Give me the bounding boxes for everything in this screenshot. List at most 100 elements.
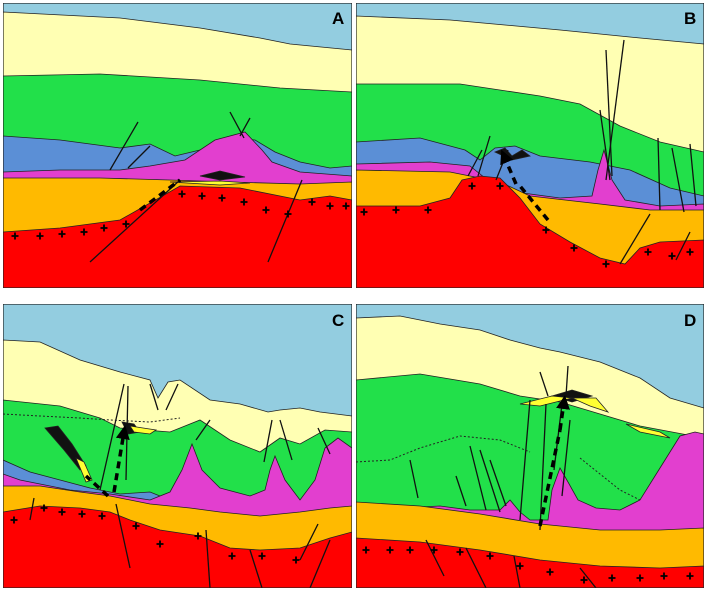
basement-plus-symbol — [644, 248, 652, 256]
fault-line — [239, 117, 251, 137]
basement-plus-symbol — [686, 572, 694, 580]
basement-plus-symbol — [78, 510, 86, 518]
basement-plus-symbol — [424, 206, 432, 214]
fault-line — [605, 39, 625, 181]
yellow-lens — [129, 425, 158, 435]
panel-label-b: B — [684, 9, 696, 28]
fault-line — [579, 567, 597, 588]
fault-line — [267, 179, 303, 263]
basement-plus-symbol — [58, 508, 66, 516]
basement-layer — [356, 537, 704, 588]
basement-plus-symbol — [132, 522, 140, 530]
dotted-horizon — [579, 457, 641, 501]
basement-plus-symbol — [360, 208, 368, 216]
basement-plus-symbol — [406, 546, 414, 554]
basement-plus-symbol — [218, 194, 226, 202]
panel-b — [356, 3, 704, 288]
basement-plus-symbol — [362, 546, 370, 554]
panel-a — [3, 3, 352, 288]
yellow-lens — [571, 397, 610, 413]
basement-plus-symbol — [326, 202, 334, 210]
fault-line — [599, 109, 611, 181]
basement-plus-symbol — [80, 228, 88, 236]
basement-plus-symbol — [456, 548, 464, 556]
fault-line — [489, 459, 507, 507]
fault-line — [455, 475, 467, 507]
fault-line — [675, 231, 691, 261]
fault-line — [565, 365, 569, 397]
fault-line — [539, 403, 547, 531]
basement-plus-symbol — [10, 516, 18, 524]
basement-plus-symbol — [546, 568, 554, 576]
basement-plus-symbol — [542, 226, 550, 234]
basement-plus-symbols — [11, 190, 350, 240]
basement-plus-symbol — [430, 546, 438, 554]
basement-plus-symbol — [570, 244, 578, 252]
panel-label-a: A — [332, 9, 344, 28]
panel-d — [356, 304, 704, 588]
fault-line — [409, 459, 419, 499]
basement-plus-symbol — [496, 182, 504, 190]
dotted-horizon — [356, 435, 531, 463]
basement-plus-symbol — [228, 552, 236, 560]
migration-path — [500, 149, 518, 185]
panel-c — [3, 304, 352, 588]
basement-plus-symbol — [178, 190, 186, 198]
migration-path — [84, 474, 110, 498]
migration-path — [138, 178, 182, 212]
migration-path — [538, 429, 562, 527]
basement-plus-symbol — [194, 532, 202, 540]
basement-plus-symbol — [258, 552, 266, 560]
fault-line — [605, 49, 613, 177]
fault-line — [89, 179, 181, 263]
basement-plus-symbol — [608, 574, 616, 582]
fault-line — [127, 145, 151, 169]
fault-line — [689, 143, 697, 207]
fault-line — [109, 121, 139, 171]
basement-plus-symbol — [516, 562, 524, 570]
panel-label-c: C — [332, 311, 344, 330]
basement-plus-symbol — [11, 232, 19, 240]
basement-plus-symbol — [486, 552, 494, 560]
fault-line — [263, 419, 273, 463]
fault-line — [279, 419, 293, 461]
fault-line — [619, 213, 651, 265]
basement-plus-symbol — [58, 230, 66, 238]
basement-layer — [3, 185, 352, 288]
fault-line — [469, 445, 487, 511]
basement-plus-symbol — [40, 504, 48, 512]
basement-plus-symbol — [36, 232, 44, 240]
fault-line — [149, 383, 159, 411]
yellow-lens — [169, 180, 251, 186]
fault-line — [467, 149, 483, 177]
basement-layer — [356, 175, 704, 288]
migration-path — [518, 184, 550, 222]
fault-line — [477, 135, 491, 177]
basement-plus-symbol — [100, 224, 108, 232]
fault-line — [561, 419, 571, 497]
fault-line — [195, 419, 211, 441]
fault-line — [205, 529, 211, 588]
migration-path — [556, 395, 570, 431]
basement-plus-symbol — [156, 540, 164, 548]
basement-plus-symbol — [308, 198, 316, 206]
basement-plus-symbol — [660, 572, 668, 580]
basement-plus-symbol — [122, 220, 130, 228]
fault-line — [465, 547, 487, 588]
fault-line — [539, 371, 549, 397]
basement-plus-symbol — [668, 252, 676, 260]
basement-plus-symbol — [198, 192, 206, 200]
basement-plus-symbol — [342, 202, 350, 210]
basement-plus-symbol — [468, 182, 476, 190]
basement-plus-symbol — [636, 574, 644, 582]
basement-plus-symbols — [362, 546, 694, 584]
basement-plus-symbols — [360, 182, 694, 268]
basement-plus-symbol — [98, 512, 106, 520]
fault-line — [165, 383, 179, 411]
fault-line — [479, 449, 501, 513]
fault-line — [249, 549, 263, 588]
basement-plus-symbol — [284, 210, 292, 218]
fault-line — [513, 555, 521, 588]
basement-plus-symbol — [580, 576, 588, 584]
